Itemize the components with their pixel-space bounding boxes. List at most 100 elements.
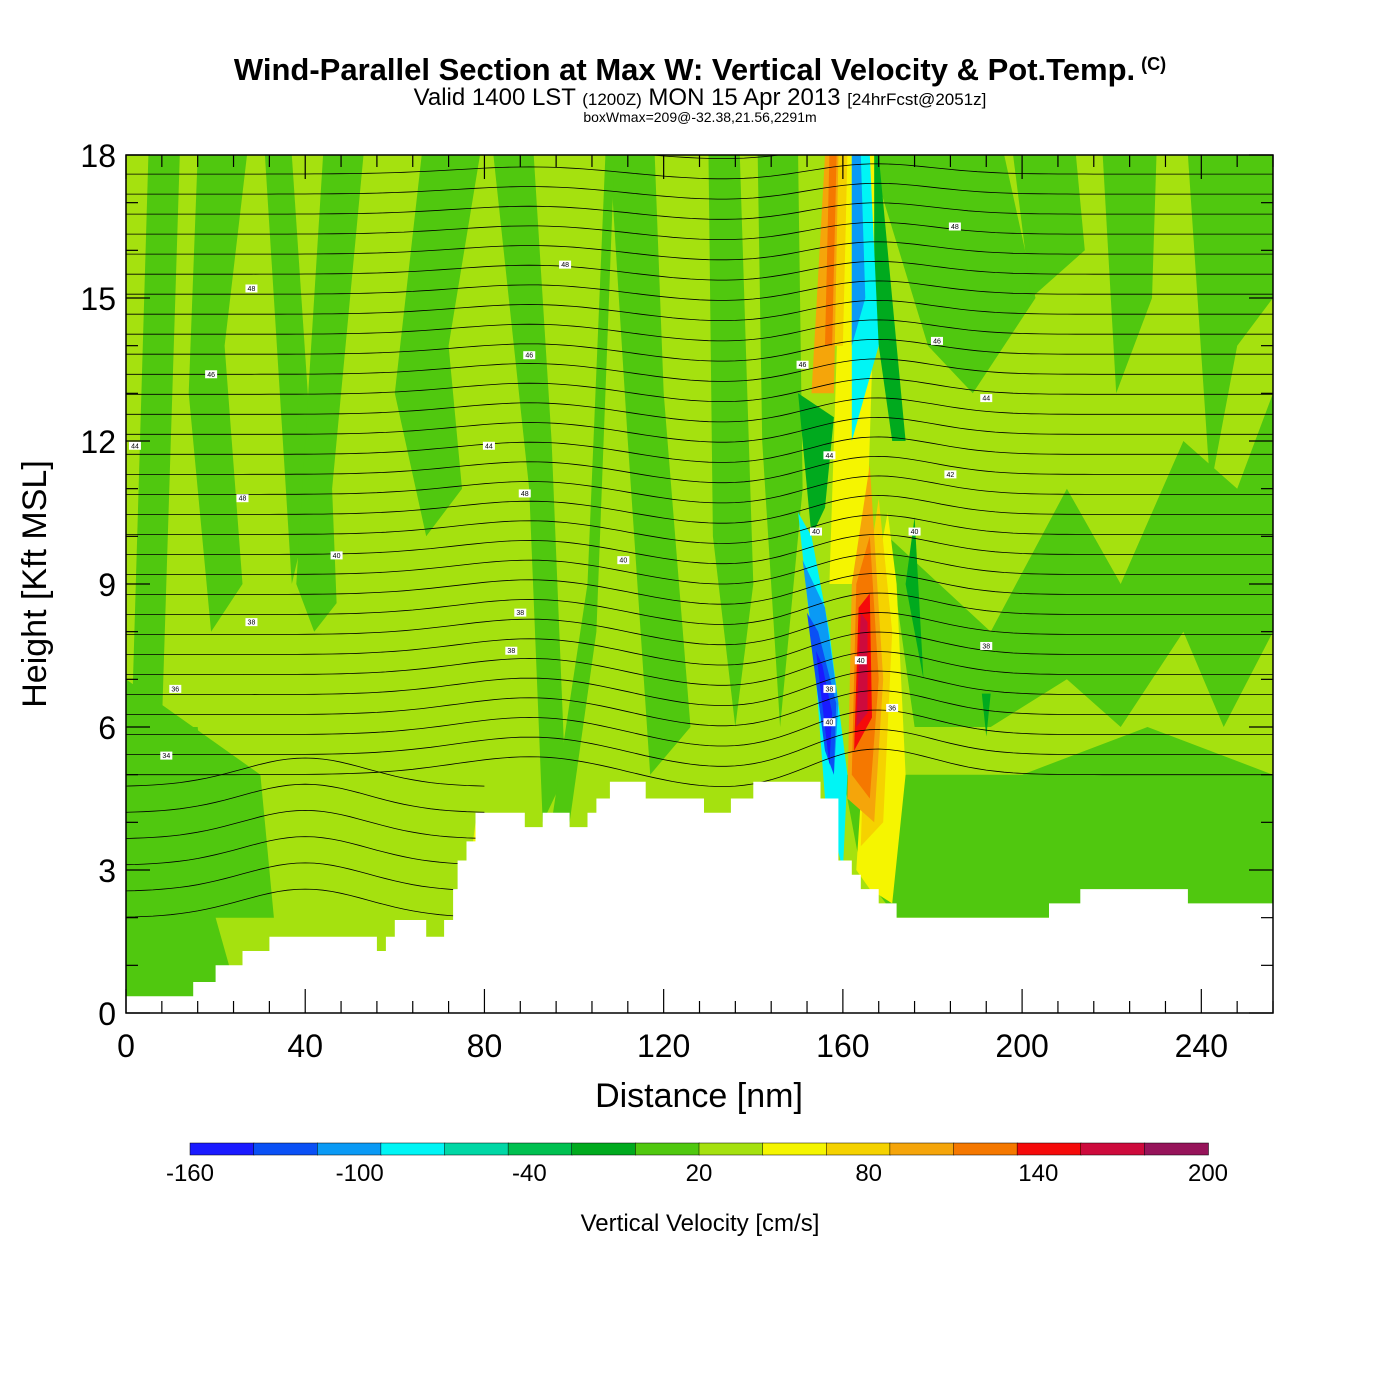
- velocity-band: [856, 612, 868, 727]
- contour-label: 38: [823, 684, 836, 693]
- colorbar-swatch: [826, 1142, 891, 1156]
- chart-subtitle: Valid 1400 LST (1200Z) MON 15 Apr 2013 […: [0, 84, 1400, 112]
- contour-label-box: [980, 394, 993, 403]
- velocity-band: [905, 517, 924, 680]
- forecast-info: [24hrFcst@2051z]: [847, 90, 987, 109]
- colorbar-swatch: [380, 1142, 446, 1156]
- contour-label: 40: [809, 527, 822, 536]
- colorbar: [189, 1142, 1209, 1156]
- colorbar-swatch: [1080, 1142, 1146, 1156]
- velocity-band: [851, 155, 866, 346]
- isentrope-line: [126, 221, 1273, 240]
- contour-label-box: [236, 494, 249, 503]
- contour-label: 46: [930, 336, 943, 345]
- contour-label-text: 38: [516, 610, 524, 617]
- contour-label-box: [482, 441, 495, 450]
- velocity-band: [1187, 155, 1273, 489]
- contour-label-text: 40: [911, 529, 919, 536]
- contour-label-box: [518, 489, 531, 498]
- y-tick-label: 12: [80, 424, 116, 460]
- isentrope-line: [126, 748, 1273, 787]
- isentrope-line: [126, 494, 1273, 524]
- contour-label-text: 40: [333, 553, 341, 560]
- contour-label-text: 48: [951, 224, 959, 231]
- y-axis-title: Height [Kft MSL]: [16, 460, 54, 708]
- colorbar-swatch: [507, 1142, 573, 1156]
- valid-date: MON 15 Apr 2013: [648, 84, 841, 111]
- contour-label: 38: [514, 608, 527, 617]
- x-tick-label: 240: [1175, 1028, 1228, 1064]
- contour-label-box: [128, 441, 141, 450]
- colorbar-swatch: [889, 1142, 955, 1156]
- x-tick-label: 200: [995, 1028, 1048, 1064]
- velocity-band: [551, 155, 615, 823]
- isentrope-line: [126, 709, 1273, 747]
- contour-label: 46: [205, 370, 218, 379]
- contour-label-box: [505, 646, 518, 655]
- contour-label-text: 46: [799, 362, 807, 369]
- contour-label-box: [854, 656, 867, 665]
- contour-label: 42: [944, 470, 957, 479]
- contour-label-text: 48: [561, 262, 569, 269]
- isentrope-line: [126, 397, 1273, 423]
- x-tick-label: 0: [117, 1028, 135, 1064]
- contour-label-text: 48: [521, 491, 529, 498]
- isentrope-line: [126, 436, 1273, 463]
- colorbar-tick-label: -100: [336, 1160, 384, 1187]
- velocity-band: [126, 679, 274, 1013]
- colorbar-tick-label: 20: [686, 1160, 713, 1187]
- contour-label: 48: [236, 494, 249, 503]
- isentrope-line: [126, 612, 1273, 646]
- isentrope-line: [126, 455, 1273, 484]
- contour-label-text: 40: [857, 658, 865, 665]
- contour-label-text: 44: [982, 396, 990, 403]
- contour-label-text: 40: [812, 529, 820, 536]
- colorbar-tick-label: -160: [166, 1160, 214, 1187]
- contour-label-text: 34: [162, 753, 170, 760]
- colorbar-swatch: [1016, 1142, 1082, 1156]
- isentrope-line: [126, 888, 485, 918]
- contour-label-box: [330, 551, 343, 560]
- isentrope-line: [126, 757, 485, 787]
- colorbar-swatch: [253, 1142, 318, 1156]
- contour-label: 38: [505, 646, 518, 655]
- contour-label-text: 44: [485, 443, 493, 450]
- y-tick-label: 3: [98, 853, 116, 889]
- contour-label: 44: [980, 394, 993, 403]
- contour-label-box: [930, 336, 943, 345]
- velocity-band: [296, 155, 364, 632]
- velocity-band: [816, 650, 833, 766]
- contour-label-box: [617, 556, 630, 565]
- contour-label-box: [823, 718, 836, 727]
- contour-label: 36: [886, 703, 899, 712]
- velocity-band: [1013, 155, 1085, 298]
- contour-label-box: [823, 684, 836, 693]
- isentrope-line: [126, 809, 485, 839]
- isentrope-line: [126, 553, 1273, 585]
- contour-label-text: 48: [248, 286, 256, 293]
- isentrope-line: [126, 729, 1273, 767]
- contour-label-text: 46: [525, 353, 533, 360]
- contour-label-box: [980, 641, 993, 650]
- contour-label-text: 36: [171, 686, 179, 693]
- isentrope-line: [126, 690, 1273, 727]
- contour-label: 40: [823, 718, 836, 727]
- isentrope-line: [126, 338, 1273, 362]
- isentrope-line: [126, 202, 1273, 220]
- y-tick-label: 6: [98, 710, 116, 746]
- contour-labels: 44 48 46 48 40 38 36 34 48 46 44 48 40 38 38 46 44 40 40 38…: [128, 222, 993, 760]
- isentrope-line: [126, 592, 1273, 625]
- colorbar-swatch: [635, 1142, 700, 1156]
- isentrope-line: [126, 783, 485, 813]
- colorbar-swatch: [953, 1142, 1018, 1156]
- contour-label: 46: [523, 351, 536, 360]
- contour-label-text: 42: [947, 472, 955, 479]
- y-tick-label: 18: [80, 138, 116, 174]
- contour-label-box: [160, 751, 173, 760]
- contour-label-box: [948, 222, 961, 231]
- colorbar-swatch: [189, 1142, 255, 1156]
- contour-label-box: [944, 470, 957, 479]
- x-tick-label: 80: [467, 1028, 503, 1064]
- velocity-band: [394, 155, 480, 537]
